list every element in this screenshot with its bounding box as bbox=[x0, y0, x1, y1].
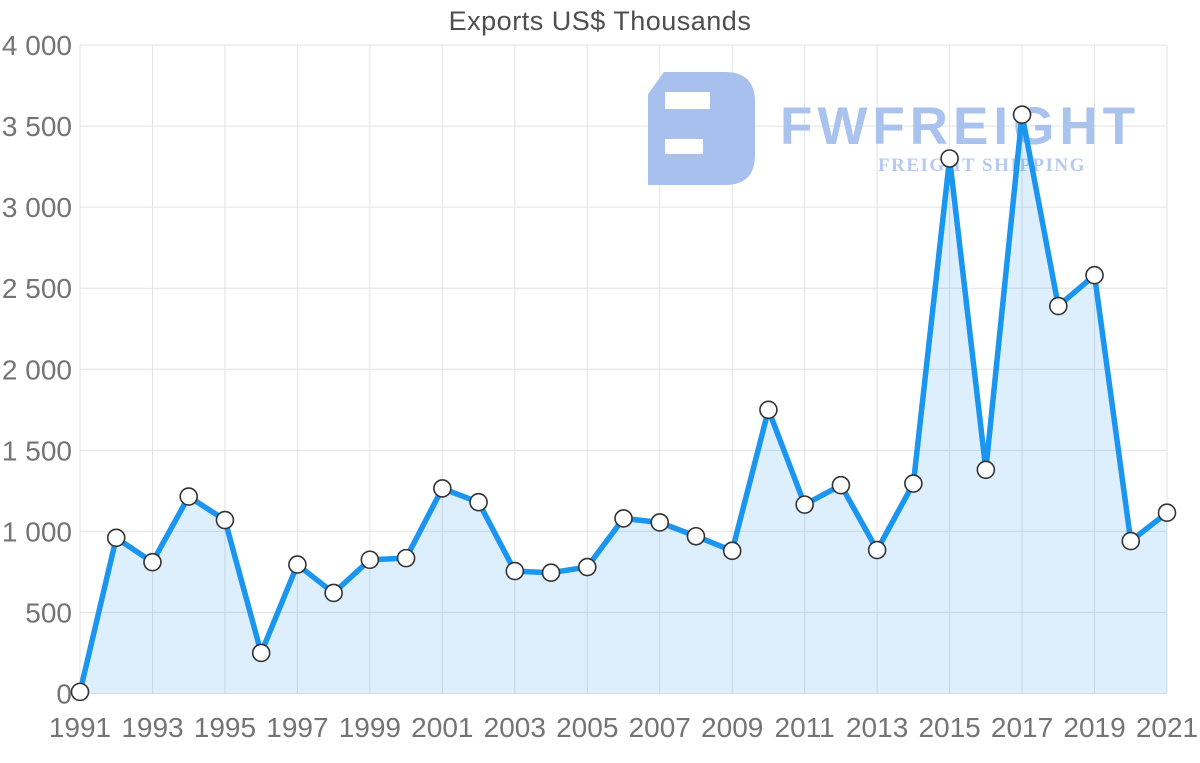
data-point-2016[interactable] bbox=[976, 460, 996, 480]
x-tick-label: 1993 bbox=[121, 712, 183, 743]
x-tick-label: 2007 bbox=[629, 712, 691, 743]
data-point-2004[interactable] bbox=[541, 563, 561, 583]
data-point-1993[interactable] bbox=[143, 552, 162, 572]
watermark-tagline-text: FREIGHT SHIPPING bbox=[878, 155, 1086, 176]
data-point-2005[interactable] bbox=[577, 557, 597, 577]
x-tick-label: 2005 bbox=[556, 712, 618, 743]
y-tick-label: 2 500 bbox=[2, 273, 72, 304]
data-point-2018[interactable] bbox=[1049, 296, 1068, 316]
x-tick-label: 2001 bbox=[411, 712, 473, 743]
data-point-2008[interactable] bbox=[686, 526, 706, 546]
chart-title: Exports US$ Thousands bbox=[448, 6, 752, 36]
y-tick-label: 500 bbox=[25, 597, 72, 628]
x-tick-label: 2019 bbox=[1063, 712, 1125, 743]
data-point-2020[interactable] bbox=[1121, 531, 1141, 551]
data-point-1997[interactable] bbox=[288, 555, 307, 574]
y-tick-label: 2 000 bbox=[2, 354, 72, 385]
x-tick-label: 2009 bbox=[701, 712, 763, 743]
data-point-1991[interactable] bbox=[70, 682, 90, 702]
data-point-1994[interactable] bbox=[179, 487, 198, 506]
x-tick-label: 1991 bbox=[49, 712, 111, 743]
data-point-2011[interactable] bbox=[795, 495, 814, 514]
data-point-2014[interactable] bbox=[904, 474, 923, 493]
y-tick-label: 4 000 bbox=[2, 30, 72, 61]
data-point-2021[interactable] bbox=[1157, 503, 1177, 523]
watermark-logo-icon bbox=[648, 72, 755, 185]
data-point-1992[interactable] bbox=[106, 528, 126, 548]
x-tick-label: 2017 bbox=[991, 712, 1053, 743]
x-tick-label: 2015 bbox=[918, 712, 980, 743]
data-point-1999[interactable] bbox=[360, 550, 380, 570]
data-point-1996[interactable] bbox=[251, 643, 271, 663]
data-point-1995[interactable] bbox=[215, 510, 235, 530]
data-point-2006[interactable] bbox=[614, 509, 633, 528]
data-point-2015[interactable] bbox=[940, 149, 959, 168]
series-markers bbox=[70, 105, 1177, 702]
data-point-1998[interactable] bbox=[324, 583, 343, 603]
series-area-fill bbox=[80, 114, 1167, 694]
x-tick-label: 2021 bbox=[1136, 712, 1198, 743]
x-axis-labels: 1991 1993 1995 1997 1999 2001 2003 2005 2007 2009… bbox=[49, 712, 1198, 743]
data-point-2017[interactable] bbox=[1012, 105, 1032, 125]
y-tick-label: 1 500 bbox=[2, 435, 72, 466]
x-tick-label: 2003 bbox=[484, 712, 546, 743]
x-tick-label: 1995 bbox=[194, 712, 256, 743]
data-point-2000[interactable] bbox=[396, 548, 416, 568]
x-tick-label: 2013 bbox=[846, 712, 908, 743]
data-point-2010[interactable] bbox=[759, 400, 778, 420]
data-point-2012[interactable] bbox=[831, 475, 851, 495]
data-point-2019[interactable] bbox=[1085, 265, 1104, 285]
y-tick-label: 0 bbox=[56, 679, 72, 710]
x-tick-label: 1997 bbox=[266, 712, 328, 743]
y-tick-label: 1 000 bbox=[2, 516, 72, 547]
y-tick-label: 3 500 bbox=[2, 111, 72, 142]
x-tick-label: 2011 bbox=[775, 712, 835, 743]
x-tick-label: 1999 bbox=[339, 712, 401, 743]
data-point-2007[interactable] bbox=[650, 513, 670, 532]
data-point-2002[interactable] bbox=[469, 492, 488, 512]
data-point-2001[interactable] bbox=[433, 479, 452, 498]
watermark-brand-text: FWFREIGHT bbox=[780, 97, 1140, 156]
data-point-2009[interactable] bbox=[722, 541, 742, 561]
data-point-2013[interactable] bbox=[867, 540, 887, 560]
y-axis-labels: 0 500 1 000 1 500 2 000 2 500 3 000 3 500 4 000 bbox=[2, 30, 72, 710]
watermark: FWFREIGHT FREIGHT SHIPPING bbox=[648, 72, 1140, 185]
y-tick-label: 3 000 bbox=[2, 192, 72, 223]
data-point-2003[interactable] bbox=[505, 561, 525, 581]
